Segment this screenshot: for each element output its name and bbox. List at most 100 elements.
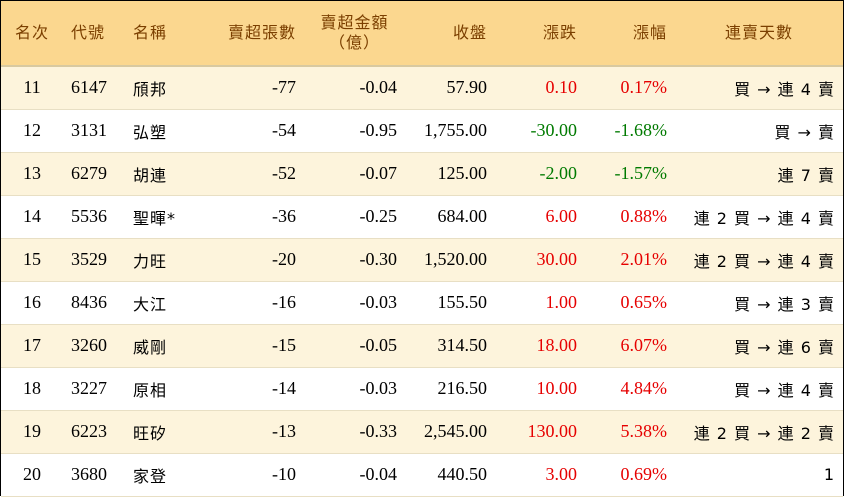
net-sell-amount-cell: -0.04 <box>304 66 405 110</box>
net-sell-amount-cell: -0.03 <box>304 367 405 411</box>
rank-cell: 14 <box>1 195 63 239</box>
net-sell-lots-cell: -14 <box>203 367 304 411</box>
close-price-cell: 684.00 <box>405 195 495 239</box>
close-price-cell: 57.90 <box>405 66 495 110</box>
stock-name-cell: 力旺 <box>125 238 203 282</box>
net-sell-amount-cell: -0.04 <box>304 453 405 497</box>
change-pct-cell: -1.57% <box>585 152 675 196</box>
change-cell: -30.00 <box>495 109 585 153</box>
consecutive-days-cell: 連 2 買 → 連 2 賣 <box>675 410 843 454</box>
stock-name-cell: 頎邦 <box>125 66 203 110</box>
stock-name-cell: 聖暉* <box>125 195 203 239</box>
rank-cell: 13 <box>1 152 63 196</box>
rank-cell: 19 <box>1 410 63 454</box>
header-net-sell-amount: 賣超金額 （億） <box>304 1 405 67</box>
net-sell-lots-cell: -77 <box>203 66 304 110</box>
change-pct-cell: -1.68% <box>585 109 675 153</box>
change-pct-cell: 0.88% <box>585 195 675 239</box>
rank-cell: 20 <box>1 453 63 497</box>
table-row: 19 6223 旺矽 -13 -0.33 2,545.00 130.00 5.38% 連 2 買… <box>1 410 843 454</box>
table-row: 13 6279 胡連 -52 -0.07 125.00 -2.00 -1.57% 連 7 賣 <box>1 152 843 196</box>
header-name: 名稱 <box>125 1 203 67</box>
stock-name-cell: 旺矽 <box>125 410 203 454</box>
change-cell: 18.00 <box>495 324 585 368</box>
change-pct-cell: 4.84% <box>585 367 675 411</box>
stock-name-cell: 家登 <box>125 453 203 497</box>
close-price-cell: 314.50 <box>405 324 495 368</box>
net-sell-lots-cell: -16 <box>203 281 304 325</box>
close-price-cell: 2,545.00 <box>405 410 495 454</box>
stock-name-cell: 弘塑 <box>125 109 203 153</box>
table-row: 16 8436 大江 -16 -0.03 155.50 1.00 0.65% 買 → 連 3 賣 <box>1 281 843 325</box>
change-pct-cell: 2.01% <box>585 238 675 282</box>
stock-code-cell: 3227 <box>63 367 125 411</box>
net-sell-lots-cell: -13 <box>203 410 304 454</box>
net-sell-amount-cell: -0.05 <box>304 324 405 368</box>
consecutive-days-cell: 買 → 連 4 賣 <box>675 66 843 110</box>
header-rank: 名次 <box>1 1 63 67</box>
stock-name-cell: 原相 <box>125 367 203 411</box>
consecutive-days-cell: 1 <box>675 453 843 497</box>
consecutive-days-cell: 買 → 連 4 賣 <box>675 367 843 411</box>
change-pct-cell: 0.17% <box>585 66 675 110</box>
stock-code-cell: 6223 <box>63 410 125 454</box>
table-row: 11 6147 頎邦 -77 -0.04 57.90 0.10 0.17% 買 → 連 4 賣 <box>1 66 843 110</box>
rank-cell: 15 <box>1 238 63 282</box>
change-pct-cell: 0.69% <box>585 453 675 497</box>
stock-code-cell: 3680 <box>63 453 125 497</box>
consecutive-days-cell: 買 → 連 3 賣 <box>675 281 843 325</box>
rank-cell: 18 <box>1 367 63 411</box>
stock-name-cell: 威剛 <box>125 324 203 368</box>
rank-cell: 12 <box>1 109 63 153</box>
close-price-cell: 1,520.00 <box>405 238 495 282</box>
close-price-cell: 216.50 <box>405 367 495 411</box>
net-sell-lots-cell: -52 <box>203 152 304 196</box>
header-net-sell-amount-line2: （億） <box>328 33 380 52</box>
net-sell-amount-cell: -0.25 <box>304 195 405 239</box>
net-sell-lots-cell: -10 <box>203 453 304 497</box>
header-net-sell-lots: 賣超張數 <box>203 1 304 67</box>
net-sell-amount-cell: -0.30 <box>304 238 405 282</box>
stock-code-cell: 6279 <box>63 152 125 196</box>
stock-code-cell: 5536 <box>63 195 125 239</box>
header-consecutive-days: 連賣天數 <box>675 1 843 67</box>
stock-code-cell: 8436 <box>63 281 125 325</box>
close-price-cell: 1,755.00 <box>405 109 495 153</box>
header-change-pct: 漲幅 <box>585 1 675 67</box>
consecutive-days-cell: 連 7 賣 <box>675 152 843 196</box>
stock-code-cell: 3529 <box>63 238 125 282</box>
net-sell-lots-cell: -36 <box>203 195 304 239</box>
header-change: 漲跌 <box>495 1 585 67</box>
consecutive-days-cell: 連 2 買 → 連 4 賣 <box>675 195 843 239</box>
consecutive-days-cell: 買 → 賣 <box>675 109 843 153</box>
net-sell-lots-cell: -20 <box>203 238 304 282</box>
table-row: 20 3680 家登 -10 -0.04 440.50 3.00 0.69% 1 <box>1 453 843 497</box>
rank-cell: 17 <box>1 324 63 368</box>
change-cell: 130.00 <box>495 410 585 454</box>
net-sell-amount-cell: -0.07 <box>304 152 405 196</box>
rank-cell: 16 <box>1 281 63 325</box>
net-sell-amount-cell: -0.95 <box>304 109 405 153</box>
net-sell-lots-cell: -54 <box>203 109 304 153</box>
change-pct-cell: 0.65% <box>585 281 675 325</box>
change-cell: 10.00 <box>495 367 585 411</box>
stock-name-cell: 胡連 <box>125 152 203 196</box>
consecutive-days-cell: 連 2 買 → 連 4 賣 <box>675 238 843 282</box>
table-row: 17 3260 威剛 -15 -0.05 314.50 18.00 6.07% 買 → 連 6 … <box>1 324 843 368</box>
table-row: 14 5536 聖暉* -36 -0.25 684.00 6.00 0.88% 連 2 買 → … <box>1 195 843 239</box>
stock-name-cell: 大江 <box>125 281 203 325</box>
consecutive-days-cell: 買 → 連 6 賣 <box>675 324 843 368</box>
change-cell: -2.00 <box>495 152 585 196</box>
table-row: 12 3131 弘塑 -54 -0.95 1,755.00 -30.00 -1.68% 買 → … <box>1 109 843 153</box>
close-price-cell: 125.00 <box>405 152 495 196</box>
close-price-cell: 155.50 <box>405 281 495 325</box>
close-price-cell: 440.50 <box>405 453 495 497</box>
change-cell: 1.00 <box>495 281 585 325</box>
net-sell-amount-cell: -0.33 <box>304 410 405 454</box>
change-cell: 3.00 <box>495 453 585 497</box>
net-sell-lots-cell: -15 <box>203 324 304 368</box>
table-header-row: 名次 代號 名稱 賣超張數 賣超金額 （億） 收盤 漲跌 漲幅 連賣天數 <box>1 1 843 67</box>
